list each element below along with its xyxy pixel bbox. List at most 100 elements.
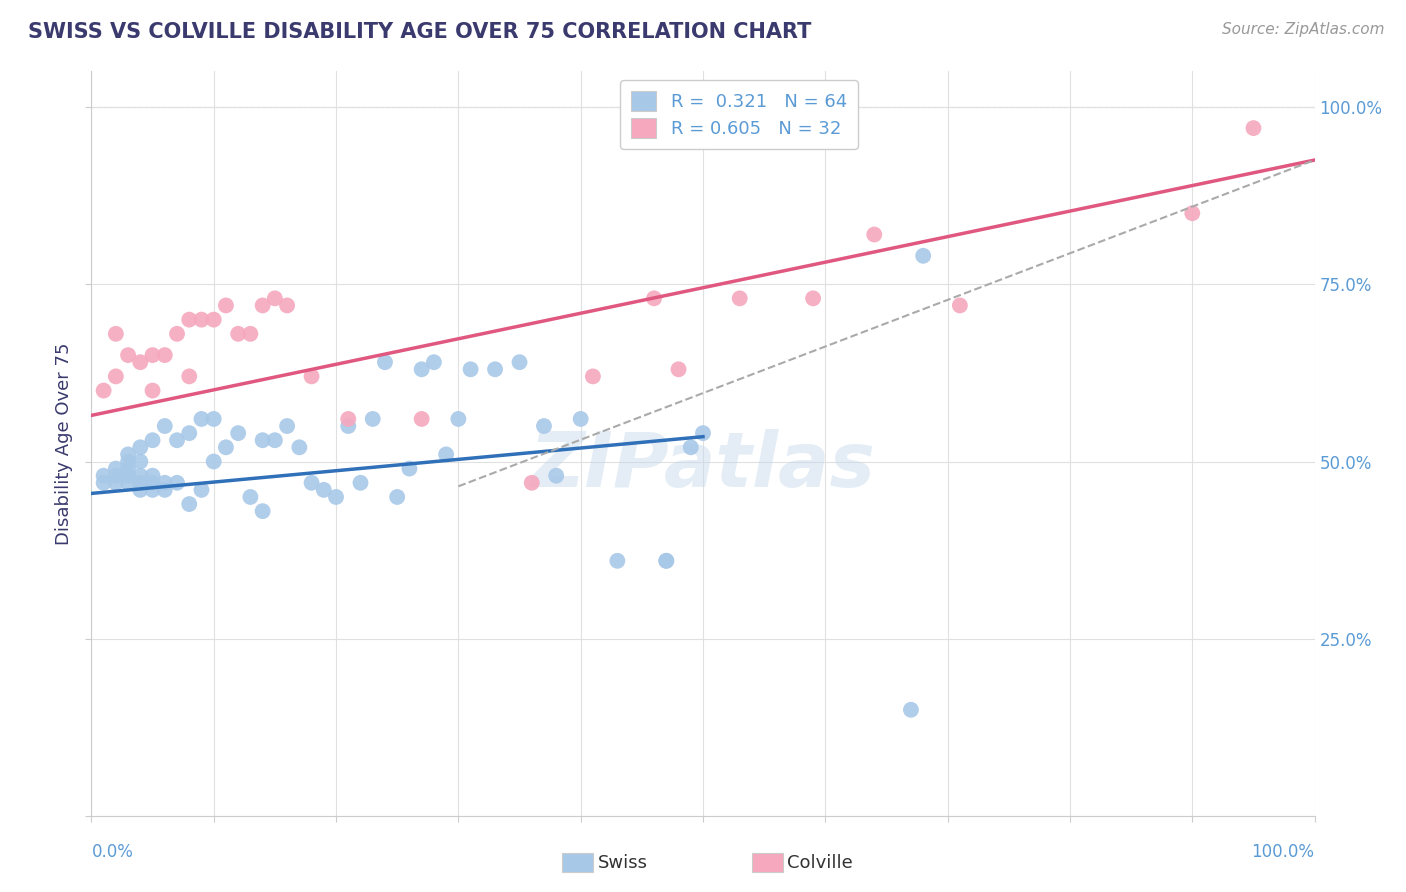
Point [949,298,972,312]
Point [117,475,139,490]
Point [104,475,127,490]
Point [264,434,287,448]
Text: ZIPatlas: ZIPatlas [530,429,876,503]
Y-axis label: Disability Age Over 75: Disability Age Over 75 [55,343,73,545]
Point [153,483,176,497]
Point [301,475,323,490]
Point [569,412,592,426]
Point [190,483,212,497]
Point [374,355,396,369]
Point [411,362,433,376]
Point [190,312,212,326]
Point [728,291,751,305]
Point [1243,121,1265,136]
Point [606,554,628,568]
Point [434,447,457,461]
Point [202,312,225,326]
Point [582,369,605,384]
Point [239,490,262,504]
Text: Colville: Colville [787,854,853,871]
Point [153,419,176,434]
Point [166,434,188,448]
Point [141,384,163,398]
Point [912,249,935,263]
Point [179,312,201,326]
Point [141,468,163,483]
Text: Source: ZipAtlas.com: Source: ZipAtlas.com [1222,22,1385,37]
Point [226,326,249,341]
Point [141,483,163,497]
Point [643,291,665,305]
Point [276,298,298,312]
Point [153,475,176,490]
Point [520,475,543,490]
Point [129,440,152,454]
Point [692,426,714,441]
Point [129,483,152,497]
Point [117,468,139,483]
Text: 0.0%: 0.0% [91,843,134,861]
Point [129,454,152,468]
Point [117,348,139,362]
Point [264,291,287,305]
Point [361,412,384,426]
Point [301,369,323,384]
Text: Swiss: Swiss [598,854,648,871]
Point [202,454,225,468]
Point [252,298,274,312]
Point [398,461,420,475]
Point [190,412,212,426]
Point [93,468,115,483]
Point [166,326,188,341]
Point [117,461,139,475]
Point [276,419,298,434]
Point [239,326,262,341]
Point [129,475,152,490]
Point [349,475,371,490]
Point [252,504,274,518]
Point [93,475,115,490]
Point [325,490,347,504]
Point [215,440,238,454]
Point [484,362,506,376]
Point [655,554,678,568]
Point [104,369,127,384]
Point [900,703,922,717]
Point [153,348,176,362]
Point [104,326,127,341]
Point [411,412,433,426]
Point [546,468,568,483]
Point [337,412,360,426]
Point [215,298,238,312]
Point [179,369,201,384]
Text: 100.0%: 100.0% [1251,843,1315,861]
Point [679,440,702,454]
Point [117,447,139,461]
Point [337,419,360,434]
Point [179,426,201,441]
Point [533,419,555,434]
Point [129,355,152,369]
Point [104,461,127,475]
Point [385,490,409,504]
Point [509,355,531,369]
Point [655,554,678,568]
Legend: R =  0.321   N = 64, R = 0.605   N = 32: R = 0.321 N = 64, R = 0.605 N = 32 [620,80,858,149]
Point [104,468,127,483]
Point [447,412,470,426]
Point [668,362,690,376]
Point [460,362,482,376]
Point [179,497,201,511]
Point [166,475,188,490]
Point [226,426,249,441]
Point [117,454,139,468]
Point [129,468,152,483]
Point [423,355,446,369]
Point [93,384,115,398]
Point [801,291,824,305]
Point [312,483,335,497]
Point [1181,206,1204,220]
Point [141,348,163,362]
Point [863,227,886,242]
Point [252,434,274,448]
